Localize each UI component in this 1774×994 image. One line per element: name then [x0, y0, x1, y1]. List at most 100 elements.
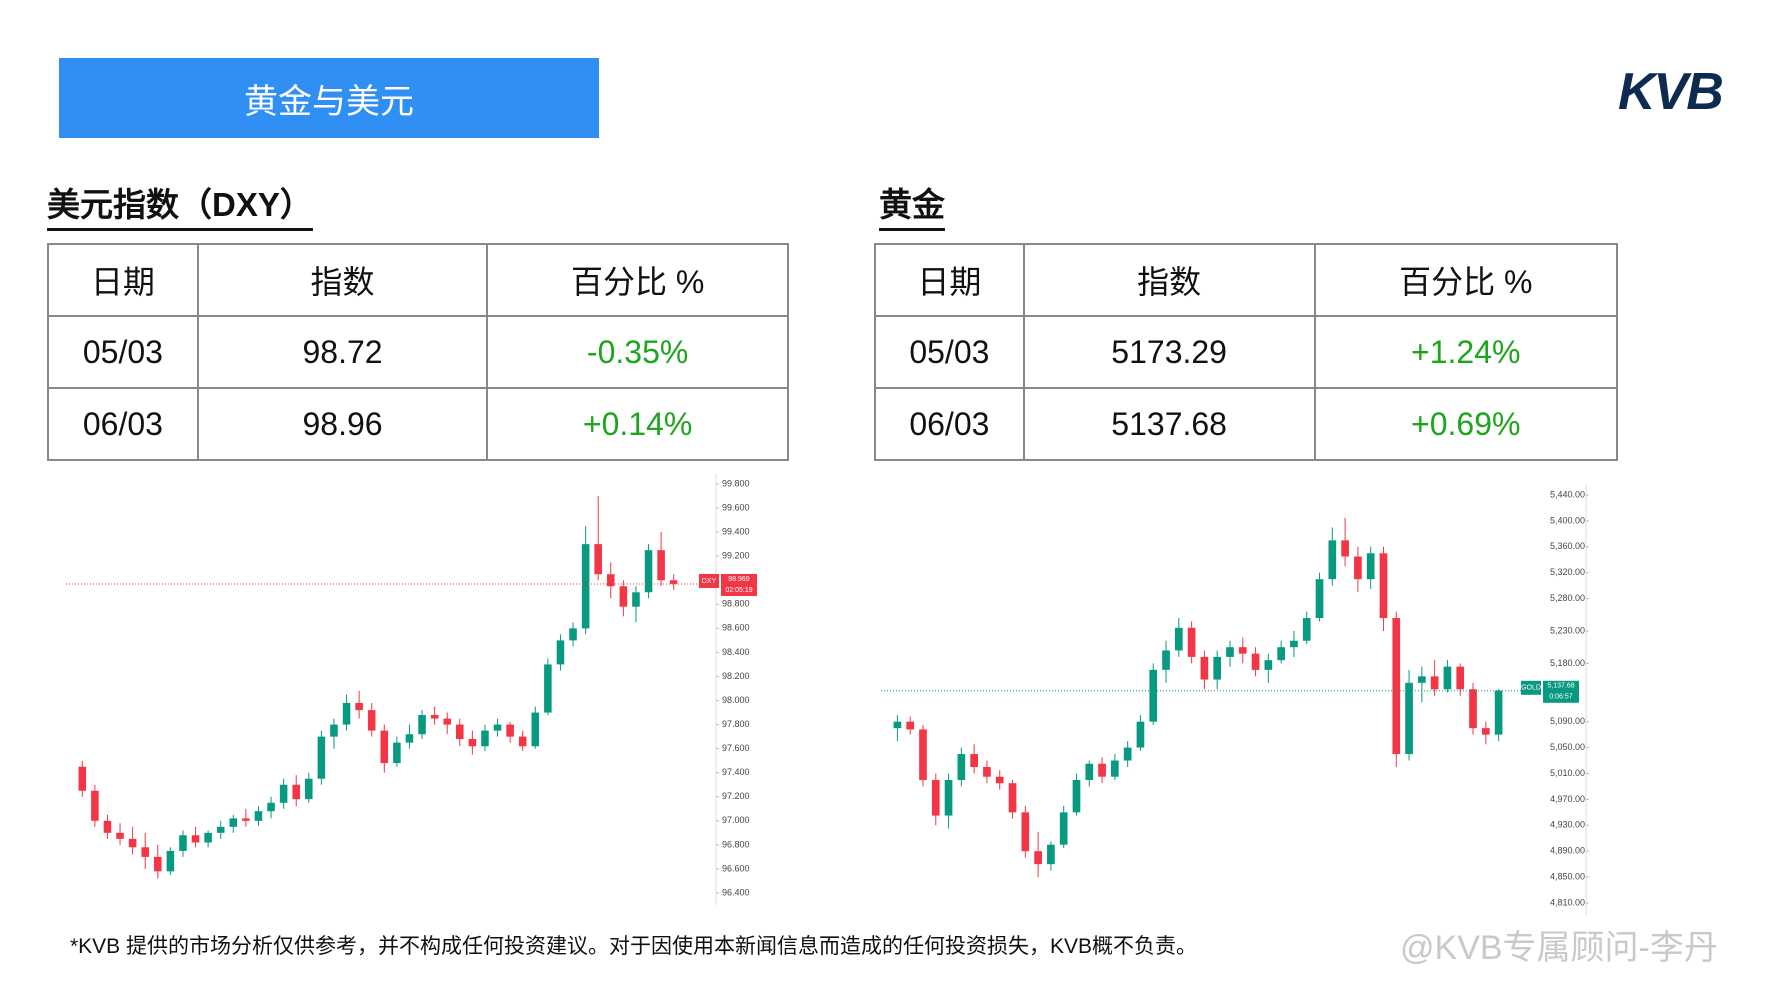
candle-body: [1187, 627, 1196, 657]
y-tick-label: 99.800: [722, 478, 750, 488]
y-tick-label: 5,360.00: [1550, 541, 1585, 551]
candle-body: [1443, 666, 1452, 690]
candle-body: [393, 742, 401, 764]
y-tick-label: 96.400: [722, 887, 750, 897]
y-tick-label: 4,890.00: [1550, 846, 1585, 856]
candle-body: [103, 820, 112, 833]
watermark: @KVB专属顾问-李丹: [1400, 929, 1718, 967]
candle-body: [267, 802, 275, 812]
candle-body: [116, 832, 124, 839]
y-tick-label: 5,010.00: [1550, 768, 1585, 778]
candle-body: [518, 736, 527, 747]
candle-body: [1213, 656, 1222, 680]
symbol-label: DXY: [702, 578, 717, 585]
candle-body: [1238, 647, 1247, 654]
candle-body: [1047, 844, 1055, 865]
candle-body: [1494, 690, 1503, 735]
symbol-label: GOLD: [1521, 685, 1541, 692]
candle-body: [1021, 812, 1030, 852]
candle-body: [493, 724, 502, 731]
table-row: 06/03 5137.68 +0.69%: [874, 387, 1619, 461]
candle-body: [944, 779, 953, 816]
y-tick-label: 5,230.00: [1550, 625, 1585, 635]
candle-body: [1149, 669, 1158, 722]
table-cell: +0.14%: [486, 387, 789, 461]
candle-body: [242, 818, 250, 821]
candle-body: [906, 721, 915, 730]
y-tick-label: 98.400: [722, 647, 750, 657]
table-cell: 5137.68: [1022, 387, 1316, 461]
gold-heading: 黄金: [879, 178, 945, 231]
candle-body: [292, 784, 300, 800]
candle-body: [1034, 851, 1042, 865]
y-tick-label: 96.600: [722, 863, 750, 873]
y-tick-label: 5,280.00: [1550, 593, 1585, 603]
candle-body: [919, 729, 927, 780]
dxy-heading: 美元指数（DXY）: [47, 178, 313, 231]
table-cell: 指数: [1022, 243, 1316, 317]
candle-body: [1059, 812, 1068, 845]
y-tick-label: 5,090.00: [1550, 716, 1585, 726]
candle-body: [1430, 676, 1439, 690]
candle-body: [632, 592, 640, 607]
candle-body: [1379, 553, 1388, 619]
candle-body: [141, 847, 149, 857]
candle-body: [1341, 540, 1349, 557]
candle-body: [1456, 666, 1465, 690]
candle-body: [418, 714, 426, 735]
candle-body: [569, 628, 577, 641]
y-tick-label: 98.600: [722, 623, 750, 633]
candle-body: [330, 724, 338, 737]
candle-body: [1315, 579, 1324, 619]
candle-body: [1098, 763, 1106, 777]
y-tick-label: 4,930.00: [1550, 820, 1585, 830]
candle-body: [1162, 650, 1170, 670]
price-label: 5,137.68: [1547, 683, 1574, 690]
price-tag: [1543, 680, 1579, 703]
candle-body: [305, 778, 313, 800]
candle-body: [1264, 660, 1273, 670]
candle-body: [78, 766, 87, 791]
y-tick-label: 4,810.00: [1550, 897, 1585, 907]
candle-body: [607, 574, 615, 587]
table-cell: +0.69%: [1313, 387, 1619, 461]
candle-body: [254, 811, 263, 821]
candle-body: [544, 664, 552, 713]
candle-body: [1072, 779, 1081, 813]
candle-body: [443, 718, 451, 725]
candle-body: [644, 550, 653, 593]
table-cell: -0.35%: [486, 315, 789, 389]
y-tick-label: 5,400.00: [1550, 515, 1585, 525]
table-cell: 05/03: [47, 315, 199, 389]
y-tick-label: 4,970.00: [1550, 794, 1585, 804]
table-cell: 5173.29: [1022, 315, 1316, 389]
countdown-label: 0:06:57: [1549, 694, 1572, 701]
candle-body: [1174, 627, 1183, 651]
candle-body: [279, 784, 288, 803]
candle-body: [430, 714, 439, 719]
table-cell: 06/03: [874, 387, 1025, 461]
candle-body: [1405, 682, 1413, 755]
candle-body: [594, 544, 602, 575]
table-cell: 98.96: [196, 387, 489, 461]
candle-body: [317, 736, 326, 779]
candle-body: [931, 779, 940, 816]
y-tick-label: 5,440.00: [1550, 489, 1585, 499]
candle-body: [506, 724, 514, 737]
table-cell: 指数: [196, 243, 489, 317]
y-tick-label: 98.200: [722, 671, 750, 681]
candle-body: [1200, 656, 1209, 680]
candle-body: [1008, 783, 1017, 813]
candle-body: [581, 544, 590, 629]
y-tick-label: 5,320.00: [1550, 567, 1585, 577]
candle-body: [1136, 721, 1145, 748]
table-cell: +1.24%: [1313, 315, 1619, 389]
y-tick-label: 99.600: [722, 502, 750, 512]
candle-body: [1251, 653, 1260, 670]
y-tick-label: 97.400: [722, 767, 750, 777]
candle-body: [179, 835, 187, 851]
candle-body: [91, 790, 99, 821]
candle-body: [1418, 676, 1426, 683]
